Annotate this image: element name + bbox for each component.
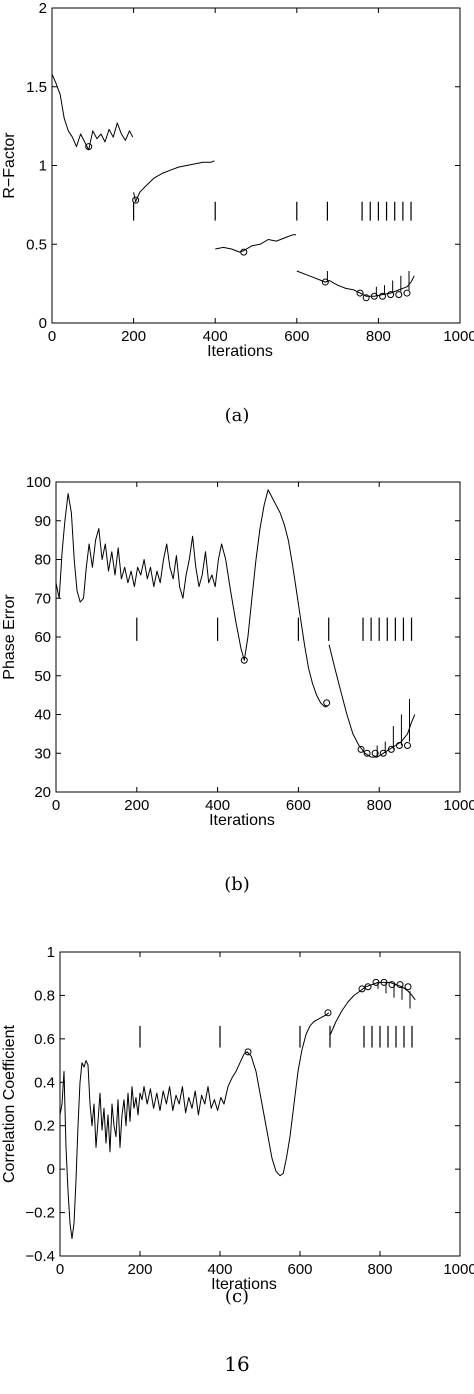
series-segment-a-2 (215, 234, 296, 253)
x-tick-label-a-1: 200 (121, 328, 146, 345)
series-segment-b-1 (328, 644, 416, 758)
y-tick-label-a-0: 0 (39, 315, 47, 332)
y-tick-label-b-7: 90 (34, 513, 51, 530)
caption-a: (a) (224, 405, 250, 426)
x-tick-label-a-0: 0 (48, 328, 56, 345)
x-axis-label-c: Iterations (211, 1276, 277, 1293)
y-tick-label-b-2: 40 (34, 707, 51, 724)
x-tick-label-b-0: 0 (52, 797, 60, 814)
marker-a-0 (85, 143, 93, 151)
axes-box-c (59, 951, 461, 1257)
caption-b: (b) (224, 874, 250, 895)
x-axis-label-a: Iterations (207, 343, 273, 360)
chart-c: 0 200 400 600 800 1000 −0.4 −0.2 0 0.2 0.4 0.6 0.8 1 I… (1, 944, 474, 1293)
x-tick-label-c-1: 200 (127, 1261, 152, 1278)
marker-c-1 (324, 1009, 332, 1017)
caption-c: (c) (224, 1286, 250, 1307)
chart-a: 0 200 400 600 800 1000 0 0.5 1 1.5 2 Iterations R−Fa… (1, 0, 474, 360)
x-tick-label-b-2: 400 (205, 797, 230, 814)
y-tick-label-b-3: 50 (34, 668, 51, 685)
marker-a-3 (321, 278, 329, 286)
panel-a: 0 200 400 600 800 1000 0 0.5 1 1.5 2 Iterations R−Fa… (0, 0, 474, 450)
x-tick-label-a-2: 400 (203, 328, 228, 345)
axes-box-b (55, 481, 461, 793)
y-tick-label-b-8: 100 (26, 474, 51, 491)
x-tick-label-c-0: 0 (56, 1261, 64, 1278)
y-tick-label-c-3: 0.2 (34, 1118, 55, 1135)
series-segment-a-0 (51, 73, 134, 151)
y-tick-label-b-5: 70 (34, 590, 51, 607)
marker-c-7 (396, 981, 404, 989)
x-tick-label-c-5: 1000 (443, 1261, 474, 1278)
marker-c-6 (388, 981, 396, 989)
marker-b-0 (240, 656, 248, 664)
y-tick-label-a-1: 0.5 (26, 236, 47, 253)
marker-b-8 (403, 742, 411, 749)
axes-box-a (51, 7, 461, 324)
marker-b-4 (371, 749, 379, 757)
x-tick-label-a-4: 800 (366, 328, 391, 345)
y-tick-label-b-4: 60 (34, 629, 51, 646)
y-tick-label-c-4: 0.4 (34, 1074, 55, 1091)
x-tick-label-b-1: 200 (124, 797, 149, 814)
x-tick-label-b-4: 800 (367, 797, 392, 814)
marker-c-5 (380, 978, 388, 986)
marker-c-0 (244, 1048, 252, 1056)
series-segment-c-0 (59, 1012, 330, 1240)
x-tick-label-b-5: 1000 (443, 797, 474, 814)
y-tick-label-c-7: 1 (47, 944, 55, 961)
marker-a-8 (387, 291, 395, 299)
marker-c-8 (404, 983, 412, 991)
marker-a-4 (356, 289, 364, 297)
marker-c-3 (364, 983, 372, 991)
marker-a-1 (132, 196, 140, 204)
x-tick-label-c-3: 600 (287, 1261, 312, 1278)
marker-b-7 (395, 742, 403, 749)
y-tick-label-c-1: −0.2 (25, 1205, 55, 1222)
marker-b-1 (323, 699, 331, 707)
y-axis-label-a: R−Factor (1, 132, 18, 199)
x-tick-label-c-4: 800 (367, 1261, 392, 1278)
y-tick-label-a-2: 1 (39, 158, 47, 175)
x-tick-label-b-3: 600 (286, 797, 311, 814)
series-segment-c-1 (329, 981, 416, 1035)
y-tick-label-a-3: 1.5 (26, 79, 47, 96)
y-axis-label-b: Phase Error (1, 594, 18, 680)
marker-a-2 (240, 248, 248, 256)
panel-b: 0 200 400 600 800 1000 20 30 40 50 60 70 80 90 100 Iter… (0, 464, 474, 914)
y-tick-label-c-0: −0.4 (25, 1248, 55, 1265)
marker-a-9 (395, 291, 403, 299)
y-tick-label-b-1: 30 (34, 745, 51, 762)
y-tick-label-c-2: 0 (47, 1161, 55, 1178)
marker-a-5 (362, 294, 370, 302)
marker-c-2 (358, 985, 366, 993)
y-tick-label-c-6: 0.8 (34, 987, 55, 1004)
x-tick-label-a-5: 1000 (443, 328, 474, 345)
y-axis-label-c: Correlation Coefficient (1, 1024, 18, 1183)
marker-a-10 (403, 289, 411, 297)
x-axis-label-b: Iterations (209, 812, 275, 829)
series-segment-a-1 (133, 160, 215, 203)
marker-b-2 (357, 745, 365, 753)
series-segment-b-0 (55, 489, 328, 708)
marker-b-5 (379, 749, 387, 757)
chart-b: 0 200 400 600 800 1000 20 30 40 50 60 70 80 90 100 Iter… (1, 474, 474, 829)
panel-c: 0 200 400 600 800 1000 −0.4 −0.2 0 0.2 0.4 0.6 0.8 1 I… (0, 936, 474, 1356)
marker-c-4 (372, 978, 380, 986)
y-tick-label-b-0: 20 (34, 784, 51, 801)
marker-a-7 (378, 292, 386, 300)
x-tick-label-a-3: 600 (284, 328, 309, 345)
y-tick-label-c-5: 0.6 (34, 1031, 55, 1048)
marker-b-6 (387, 745, 395, 753)
y-tick-label-a-4: 2 (39, 0, 47, 17)
marker-a-6 (370, 292, 378, 300)
x-tick-label-c-2: 400 (207, 1261, 232, 1278)
page-number: 16 (224, 1352, 250, 1376)
y-tick-label-b-6: 80 (34, 552, 51, 569)
marker-b-3 (363, 749, 371, 757)
